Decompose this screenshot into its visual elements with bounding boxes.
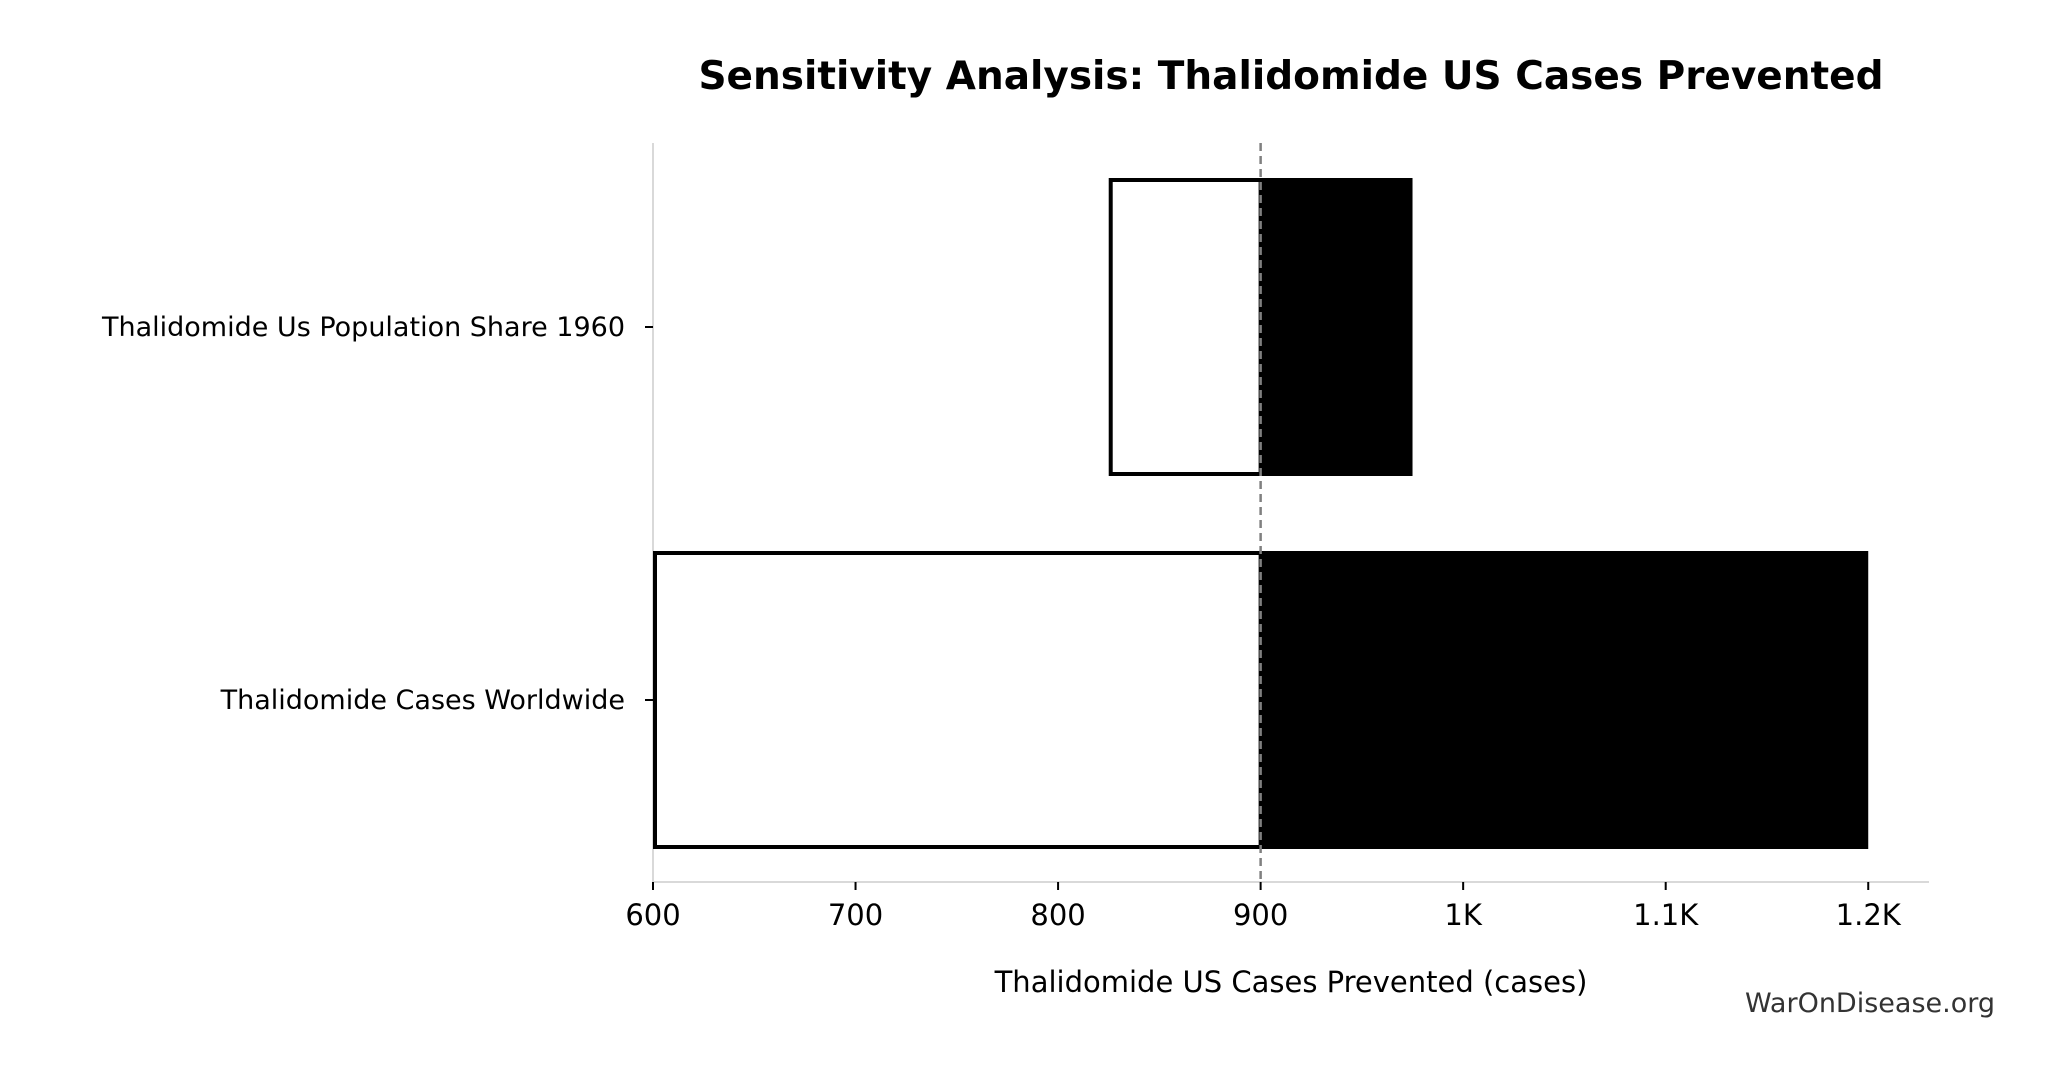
x-tick-label: 600 xyxy=(625,898,680,932)
chart-title: Sensitivity Analysis: Thalidomide US Cas… xyxy=(698,54,1883,99)
x-tick-label: 700 xyxy=(828,898,883,932)
bar-low xyxy=(1108,178,1263,476)
bar-high xyxy=(1260,178,1413,476)
bar-high xyxy=(1260,551,1869,849)
x-tick-label: 1.1K xyxy=(1633,898,1699,932)
x-tick-label: 900 xyxy=(1233,898,1288,932)
x-tick-label: 1.2K xyxy=(1836,898,1902,932)
watermark: WarOnDisease.org xyxy=(1745,988,1995,1019)
x-tick-label: 1K xyxy=(1444,898,1482,932)
bar-low xyxy=(653,551,1263,849)
y-tick-label: Thalidomide Cases Worldwide xyxy=(220,685,625,716)
x-axis-label: Thalidomide US Cases Prevented (cases) xyxy=(994,965,1588,999)
y-tick-label: Thalidomide Us Population Share 1960 xyxy=(101,312,625,343)
x-tick-label: 800 xyxy=(1030,898,1085,932)
